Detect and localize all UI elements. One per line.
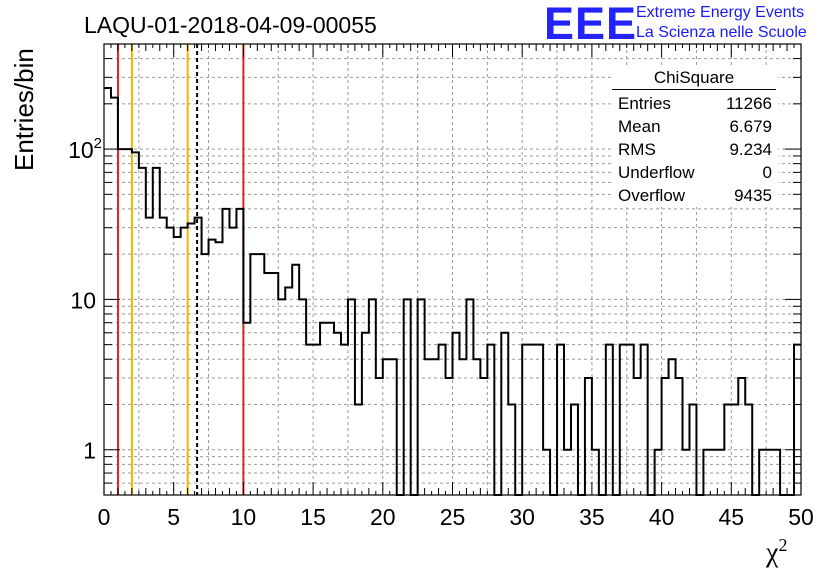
x-tick-label: 45: [719, 504, 745, 530]
y-tick-label: 1: [83, 438, 96, 464]
stats-label: RMS: [618, 140, 656, 159]
x-tick-label: 25: [440, 504, 466, 530]
x-tick-label: 50: [788, 504, 814, 530]
stats-row: Overflow 9435: [612, 184, 778, 207]
stats-value: 6.679: [729, 117, 772, 136]
x-axis-label-base: χ: [766, 537, 779, 569]
stats-row: RMS 9.234: [612, 138, 778, 161]
histogram-line: [104, 86, 801, 496]
stats-title: ChiSquare: [612, 68, 776, 90]
x-tick-label: 0: [98, 504, 111, 530]
y-tick-label: 10: [70, 287, 96, 313]
stats-value: 9.234: [729, 140, 772, 159]
stats-value: 9435: [734, 186, 772, 205]
x-tick-label: 10: [231, 504, 257, 530]
stats-label: Mean: [618, 117, 661, 136]
x-axis-label: χ2: [766, 535, 787, 569]
stats-label: Underflow: [618, 163, 695, 182]
stats-value: 11266: [725, 94, 772, 113]
y-tick-label-exponent: 2: [94, 135, 102, 152]
x-axis-label-sup: 2: [778, 535, 788, 555]
x-tick-label: 20: [370, 504, 396, 530]
stats-row: Underflow 0: [612, 161, 778, 184]
x-tick-label: 30: [509, 504, 535, 530]
reference-lines: [116, 44, 245, 495]
stats-value: 0: [762, 163, 772, 182]
stats-row: Mean 6.679: [612, 115, 778, 138]
x-tick-label: 35: [579, 504, 605, 530]
histogram-series: [104, 86, 801, 496]
x-tick-label: 40: [649, 504, 675, 530]
y-axis-label: Entries/bin: [9, 48, 39, 171]
x-axis-ticks: 0 5 10 15 20 25 30 35 40 45 50: [98, 44, 814, 530]
stats-label: Overflow: [618, 186, 686, 205]
logo-line-1: Extreme Energy Events: [636, 4, 805, 21]
chart-title: LAQU-01-2018-04-09-00055: [84, 12, 377, 38]
x-tick-label: 15: [300, 504, 326, 530]
logo-line-2: La Scienza nelle Scuole: [636, 24, 807, 41]
stats-row: Entries 11266: [612, 92, 778, 115]
y-tick-label: 102: [68, 135, 102, 163]
eee-logo: EEE: [544, 0, 638, 49]
y-axis-ticks: 1 10 102: [68, 43, 801, 496]
stats-label: Entries: [618, 94, 671, 113]
stats-box: ChiSquare Entries 11266 Mean 6.679 RMS 9.23…: [612, 68, 778, 207]
x-tick-label: 5: [167, 504, 180, 530]
